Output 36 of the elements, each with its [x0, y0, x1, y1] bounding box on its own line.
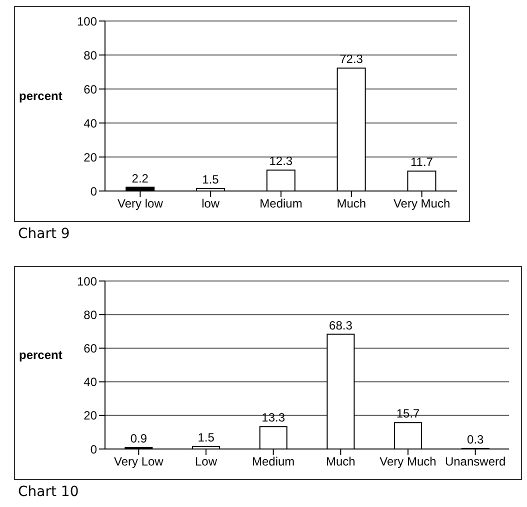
y-tick-label: 60 [84, 341, 98, 356]
x-tick-label: low [202, 196, 220, 211]
data-label: 12.3 [269, 154, 293, 168]
y-tick-label: 0 [90, 442, 98, 456]
x-tick-label: Very Much [393, 196, 450, 211]
x-tick-label: Unanswerd [444, 454, 506, 469]
x-tick-label: Medium [252, 454, 295, 469]
data-label: 68.3 [329, 318, 353, 332]
y-tick-label: 100 [76, 274, 98, 288]
data-label: 1.5 [198, 430, 215, 444]
y-tick-label: 40 [84, 375, 98, 390]
y-tick-label: 20 [84, 408, 98, 423]
x-tick-label: Very Low [114, 454, 164, 469]
data-label: 1.5 [202, 172, 220, 186]
y-tick-label: 20 [84, 150, 98, 164]
data-label: 0.9 [130, 431, 148, 446]
x-tick-label: Much [336, 196, 366, 211]
y-tick-label: 100 [76, 14, 98, 28]
x-tick-label: Low [194, 454, 218, 469]
data-label: 11.7 [410, 155, 434, 170]
data-label: 72.3 [340, 52, 364, 66]
y-axis-title: percent [19, 89, 62, 104]
y-tick-label: 80 [84, 48, 98, 62]
y-tick-label: 80 [84, 308, 98, 322]
x-tick-label: Very low [118, 196, 164, 211]
data-label: 0.3 [467, 432, 484, 446]
data-label: 2.2 [132, 171, 149, 186]
x-tick-label: Medium [260, 196, 302, 211]
y-axis-title: percent [19, 348, 62, 362]
y-tick-label: 60 [84, 82, 98, 96]
x-tick-label: Much [326, 454, 356, 469]
y-tick-label: 0 [90, 184, 98, 198]
x-tick-label: Very Much [380, 454, 436, 469]
y-tick-label: 40 [84, 116, 98, 130]
text: Chart 9 [18, 226, 71, 242]
text: Chart 10 [18, 484, 80, 500]
